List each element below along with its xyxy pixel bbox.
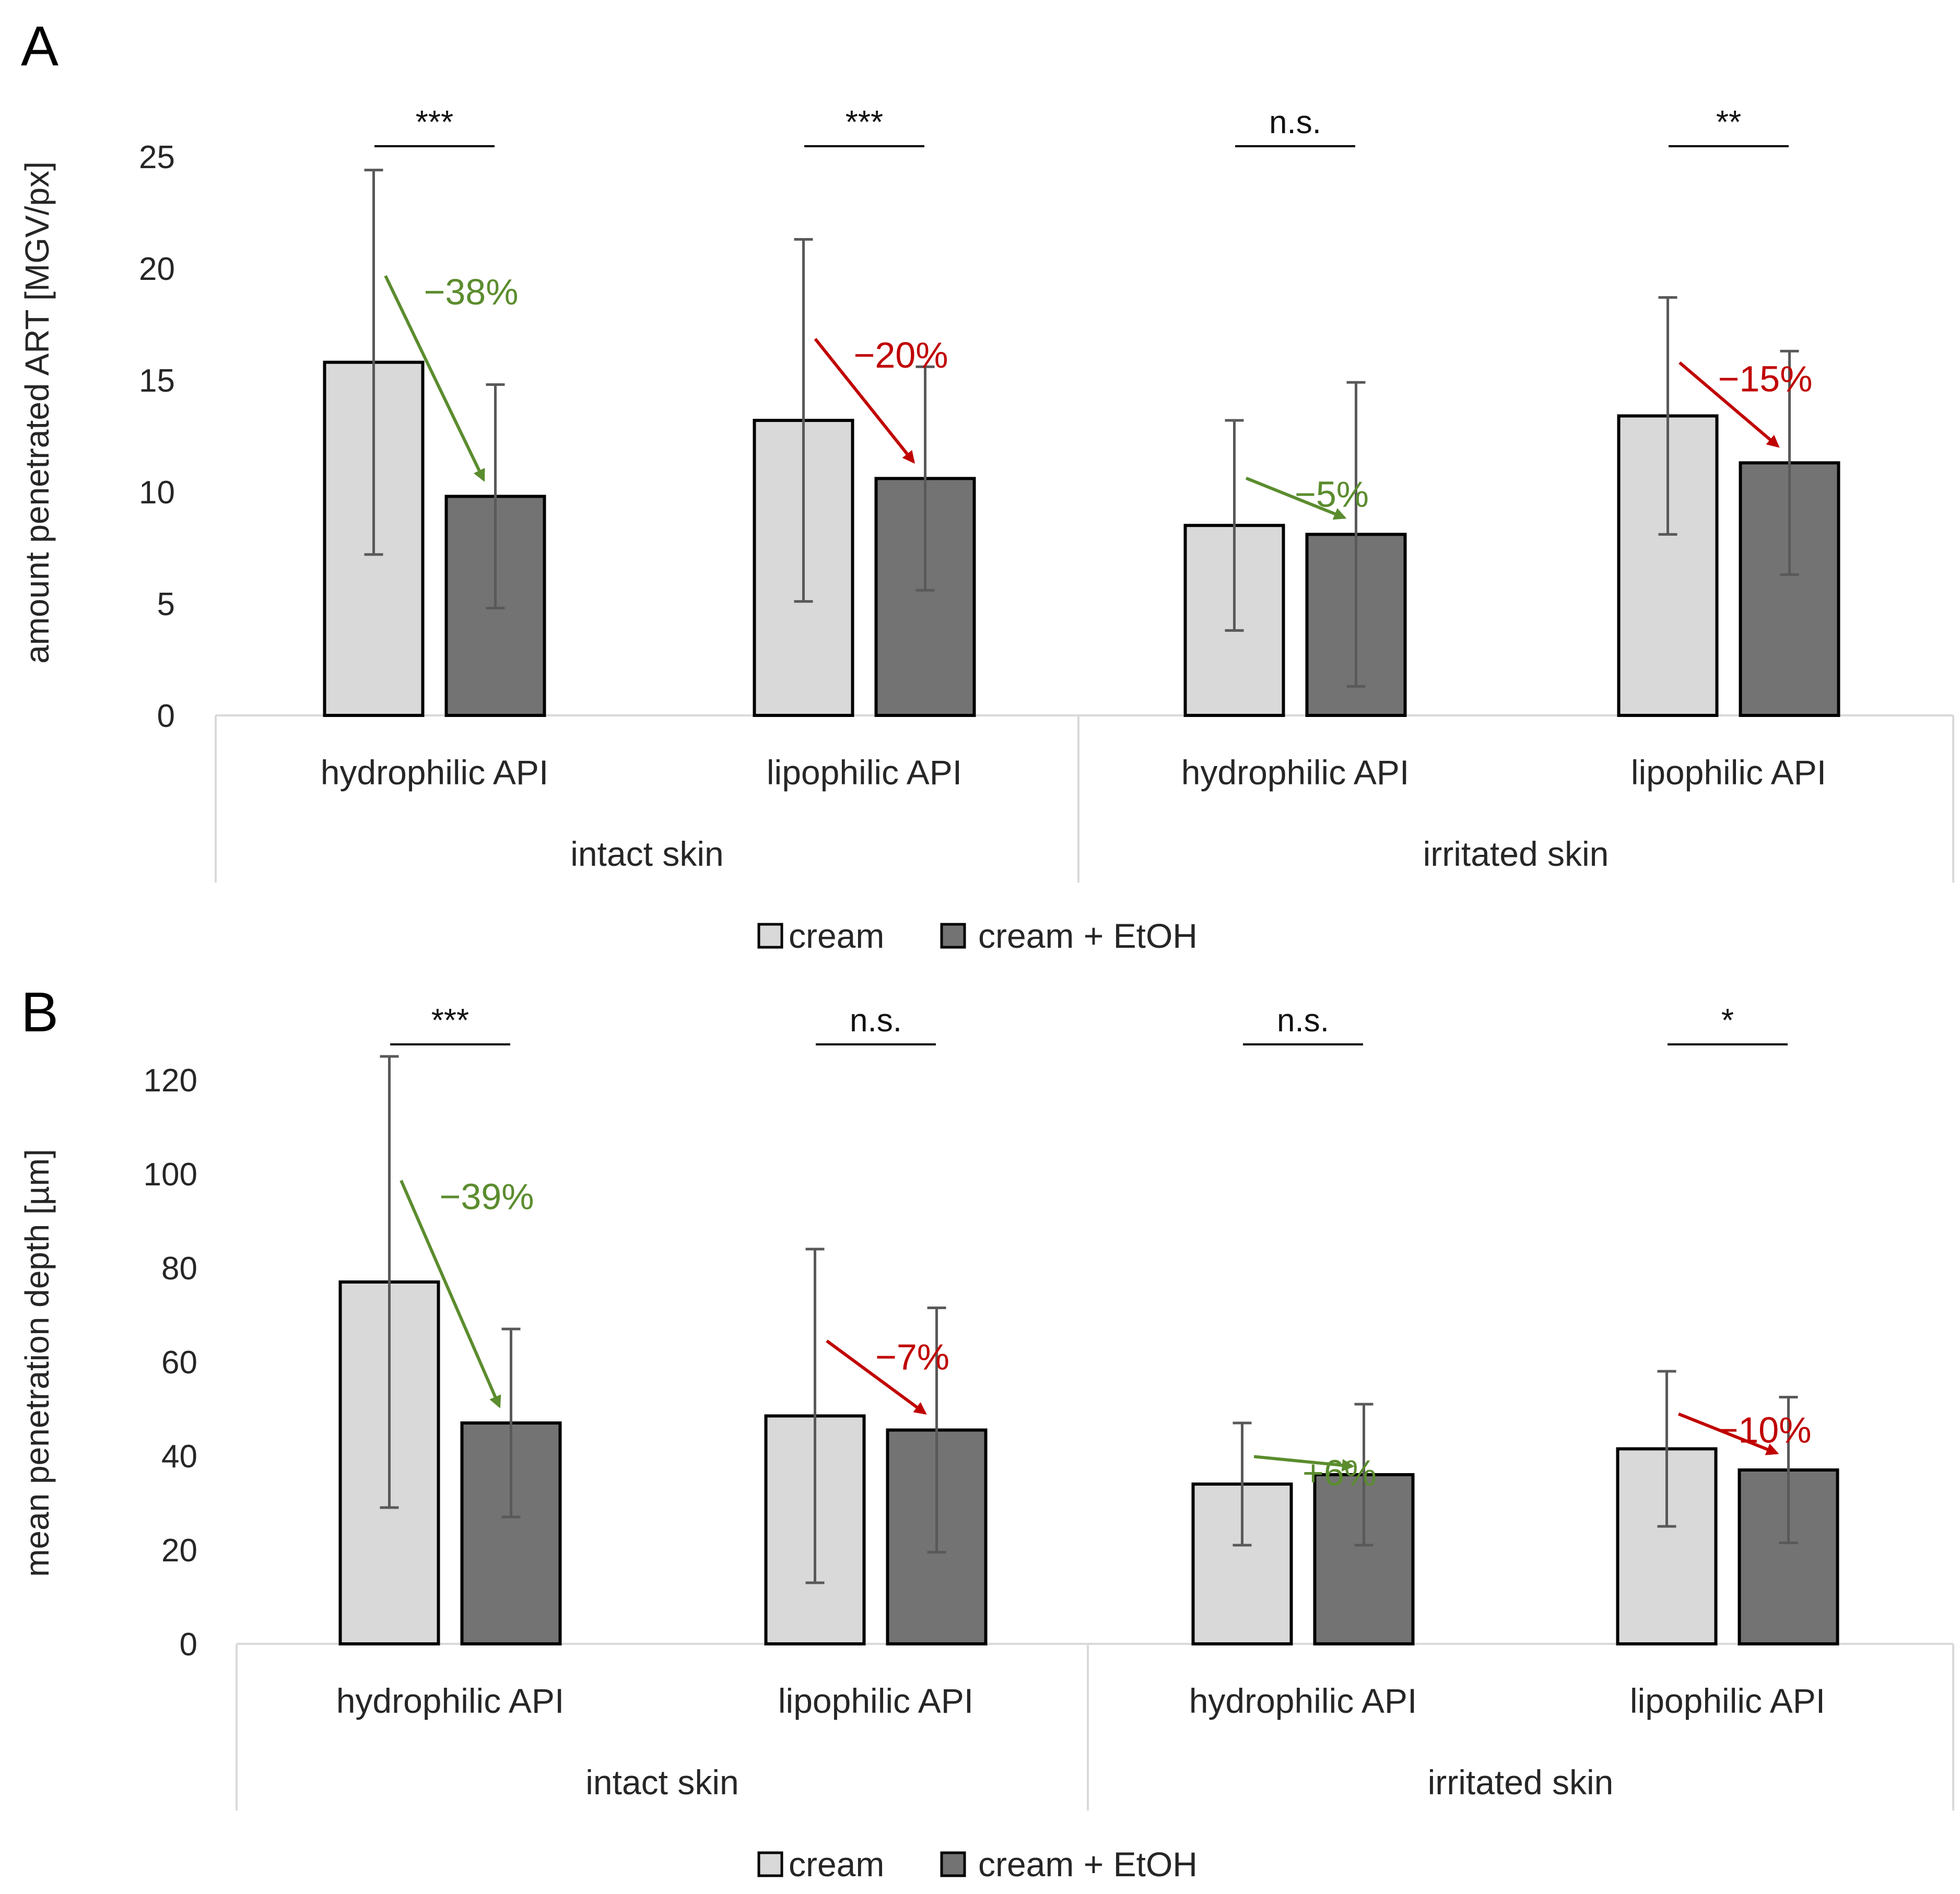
group-label: irritated skin (1428, 1763, 1614, 1802)
change-arrow (384, 275, 485, 482)
change-label: −10% (1717, 1410, 1812, 1451)
y-axis-ticks: 0 20 40 60 80 100 120 (144, 1063, 197, 1663)
category-label: hydrophilic API (1181, 753, 1410, 792)
group-label: intact skin (570, 834, 723, 873)
change-arrow (1677, 1412, 1779, 1455)
change-label: +6% (1302, 1452, 1377, 1493)
category-label: hydrophilic API (1189, 1681, 1417, 1720)
change-label: −38% (424, 272, 519, 312)
y-axis-ticks: 0 5 10 15 20 25 (139, 139, 175, 734)
legend-label-cream: cream (789, 1845, 884, 1884)
y-tick-label: 120 (144, 1063, 197, 1099)
change-arrow (1679, 361, 1780, 448)
x-axis (236, 1643, 1954, 1810)
change-arrow (826, 1339, 927, 1415)
category-label: lipophilic API (1631, 753, 1826, 792)
y-tick-label: 5 (157, 586, 175, 622)
category-label: lipophilic API (778, 1681, 973, 1720)
significance-label: n.s. (1269, 104, 1321, 140)
category-label: hydrophilic API (321, 753, 549, 792)
group-label: irritated skin (1423, 834, 1609, 873)
significance-label: *** (416, 104, 453, 140)
x-axis (215, 714, 1954, 883)
y-tick-label: 40 (161, 1439, 197, 1475)
y-tick-label: 80 (161, 1251, 197, 1287)
change-arrow (814, 338, 915, 464)
significance-label: *** (431, 1003, 469, 1039)
y-tick-label: 15 (139, 363, 175, 399)
change-arrow (400, 1180, 501, 1409)
significance-markers: *** *** n.s. ** (374, 104, 1789, 147)
panel-letter-a: A (21, 14, 58, 77)
legend: cream cream + EtOH (757, 916, 1198, 955)
change-arrows: −39% −7% +6% −10% (400, 1177, 1812, 1493)
y-tick-label: 20 (161, 1533, 197, 1569)
change-label: −39% (440, 1177, 534, 1217)
y-tick-label: 0 (180, 1627, 197, 1663)
y-tick-label: 0 (157, 698, 175, 734)
y-axis-title: mean penetration depth [µm] (18, 1149, 56, 1577)
category-label: lipophilic API (1630, 1681, 1825, 1720)
group-label: intact skin (585, 1763, 738, 1802)
category-labels: hydrophilic API lipophilic API hydrophilic… (336, 1681, 1825, 1802)
legend: cream cream + EtOH (757, 1845, 1198, 1884)
y-tick-label: 60 (161, 1345, 197, 1381)
change-label: −7% (875, 1337, 949, 1378)
legend-swatch-cream (757, 1851, 783, 1877)
significance-label: * (1721, 1003, 1734, 1039)
y-tick-label: 20 (139, 251, 175, 287)
y-tick-label: 100 (144, 1157, 197, 1193)
significance-label: n.s. (850, 1003, 902, 1039)
change-label: −20% (854, 335, 948, 375)
legend-label-cream-etoh: cream + EtOH (978, 916, 1198, 955)
category-label: lipophilic API (767, 753, 962, 792)
significance-label: n.s. (1277, 1003, 1329, 1039)
y-axis-title: amount penetrated ART [MGV/px] (18, 161, 56, 664)
change-arrows: −38% −20% −5% −15% (384, 272, 1813, 520)
y-tick-label: 25 (139, 139, 175, 175)
y-tick-label: 10 (139, 475, 175, 511)
category-label: hydrophilic API (336, 1681, 565, 1720)
significance-label: *** (846, 104, 883, 140)
panel-a: A amount penetrated ART [MGV/px] 0 5 10 15 2… (18, 14, 1954, 955)
panel-letter-b: B (21, 980, 58, 1043)
change-label: −5% (1295, 474, 1369, 515)
legend-label-cream: cream (789, 916, 884, 955)
panel-b: B mean penetration depth [µm] 0 20 40 60 80 1… (18, 980, 1954, 1884)
significance-markers: *** n.s. n.s. * (390, 1003, 1788, 1045)
significance-label: ** (1716, 104, 1741, 140)
legend-label-cream-etoh: cream + EtOH (978, 1845, 1198, 1884)
bars (323, 169, 1840, 717)
bar-cream (1617, 414, 1719, 717)
legend-swatch-cream (757, 923, 783, 949)
legend-swatch-cream-etoh (940, 1851, 966, 1877)
change-label: −15% (1718, 358, 1813, 399)
bars (338, 1055, 1839, 1645)
change-arrow (1245, 476, 1347, 520)
legend-swatch-cream-etoh (940, 923, 966, 949)
change-arrow (1253, 1455, 1355, 1472)
category-labels: hydrophilic API lipophilic API hydrophilic… (321, 753, 1826, 873)
